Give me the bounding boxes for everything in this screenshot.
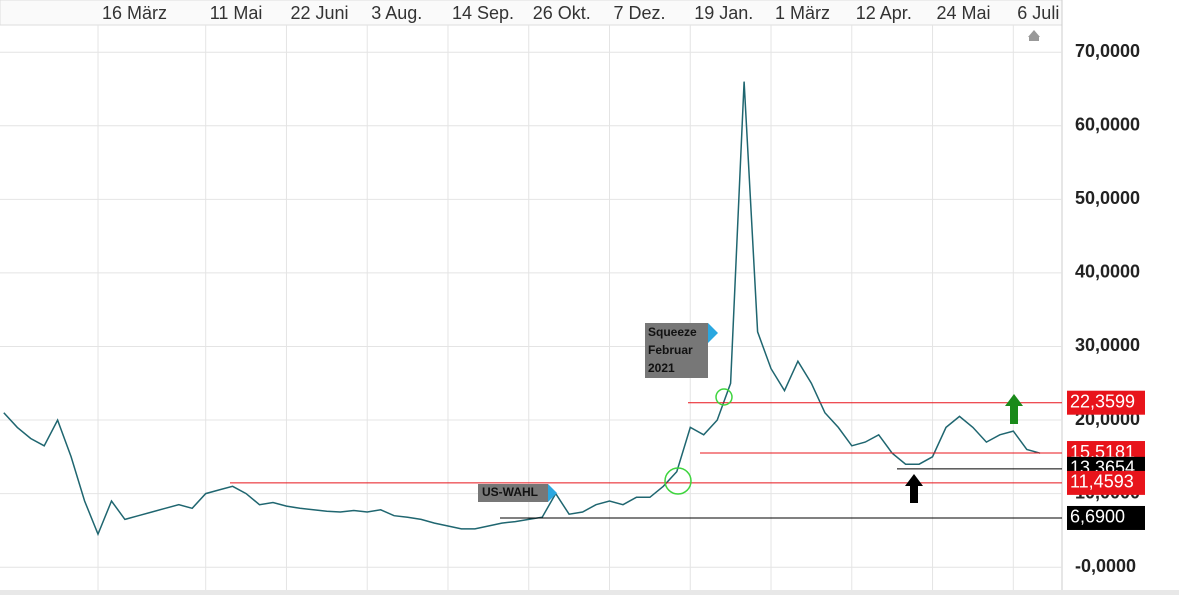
y-tick-label: 30,0000 [1075,335,1140,355]
x-tick-label: 16 März [102,3,167,23]
y-tick-label: 40,0000 [1075,262,1140,282]
level-label: 6,6900 [1070,507,1125,527]
x-axis-bar [0,0,1063,26]
highlight-circle [715,388,733,406]
x-tick-label: 11 Mai [210,3,263,23]
level-label: 22,3599 [1070,391,1135,411]
annotation-box [478,484,548,502]
x-tick-label: 12 Apr. [856,3,912,23]
annotation-text: Squeeze [648,325,697,339]
annotation-box [645,323,708,378]
x-tick-label: 6 Juli [1017,3,1059,23]
level-label-box [1067,390,1145,415]
x-tick-label: 14 Sep. [452,3,514,23]
annotation-pointer [548,484,557,502]
y-tick-label: 60,0000 [1075,115,1140,135]
x-tick-label: 24 Mai [937,3,991,23]
level-label-box [1067,505,1145,530]
y-tick-label: -0,0000 [1075,556,1136,576]
arrow-up [905,474,923,503]
y-tick-label: 50,0000 [1075,188,1140,208]
level-label-box [1067,470,1145,495]
x-tick-label: 3 Aug. [371,3,422,23]
annotation-pointer [708,323,718,343]
x-tick-label: 7 Dez. [614,3,666,23]
x-tick-label: 22 Juni [290,3,348,23]
x-tick-label: 1 März [775,3,830,23]
level-label: 11,4593 [1070,472,1134,492]
annotation-text: 2021 [648,361,675,375]
home-icon[interactable] [1028,30,1040,41]
price-line [3,81,1041,537]
level-label: 15,5181 [1070,442,1135,462]
scroll-bar [0,590,1179,595]
x-tick-label: 26 Okt. [533,3,591,23]
highlight-circle [664,467,692,495]
x-tick-label: 19 Jan. [694,3,753,23]
arrow-up [1005,394,1023,424]
annotation-text: US-WAHL [482,485,538,499]
y-tick-label: 70,0000 [1075,41,1140,61]
annotation-text: Februar [648,343,693,357]
